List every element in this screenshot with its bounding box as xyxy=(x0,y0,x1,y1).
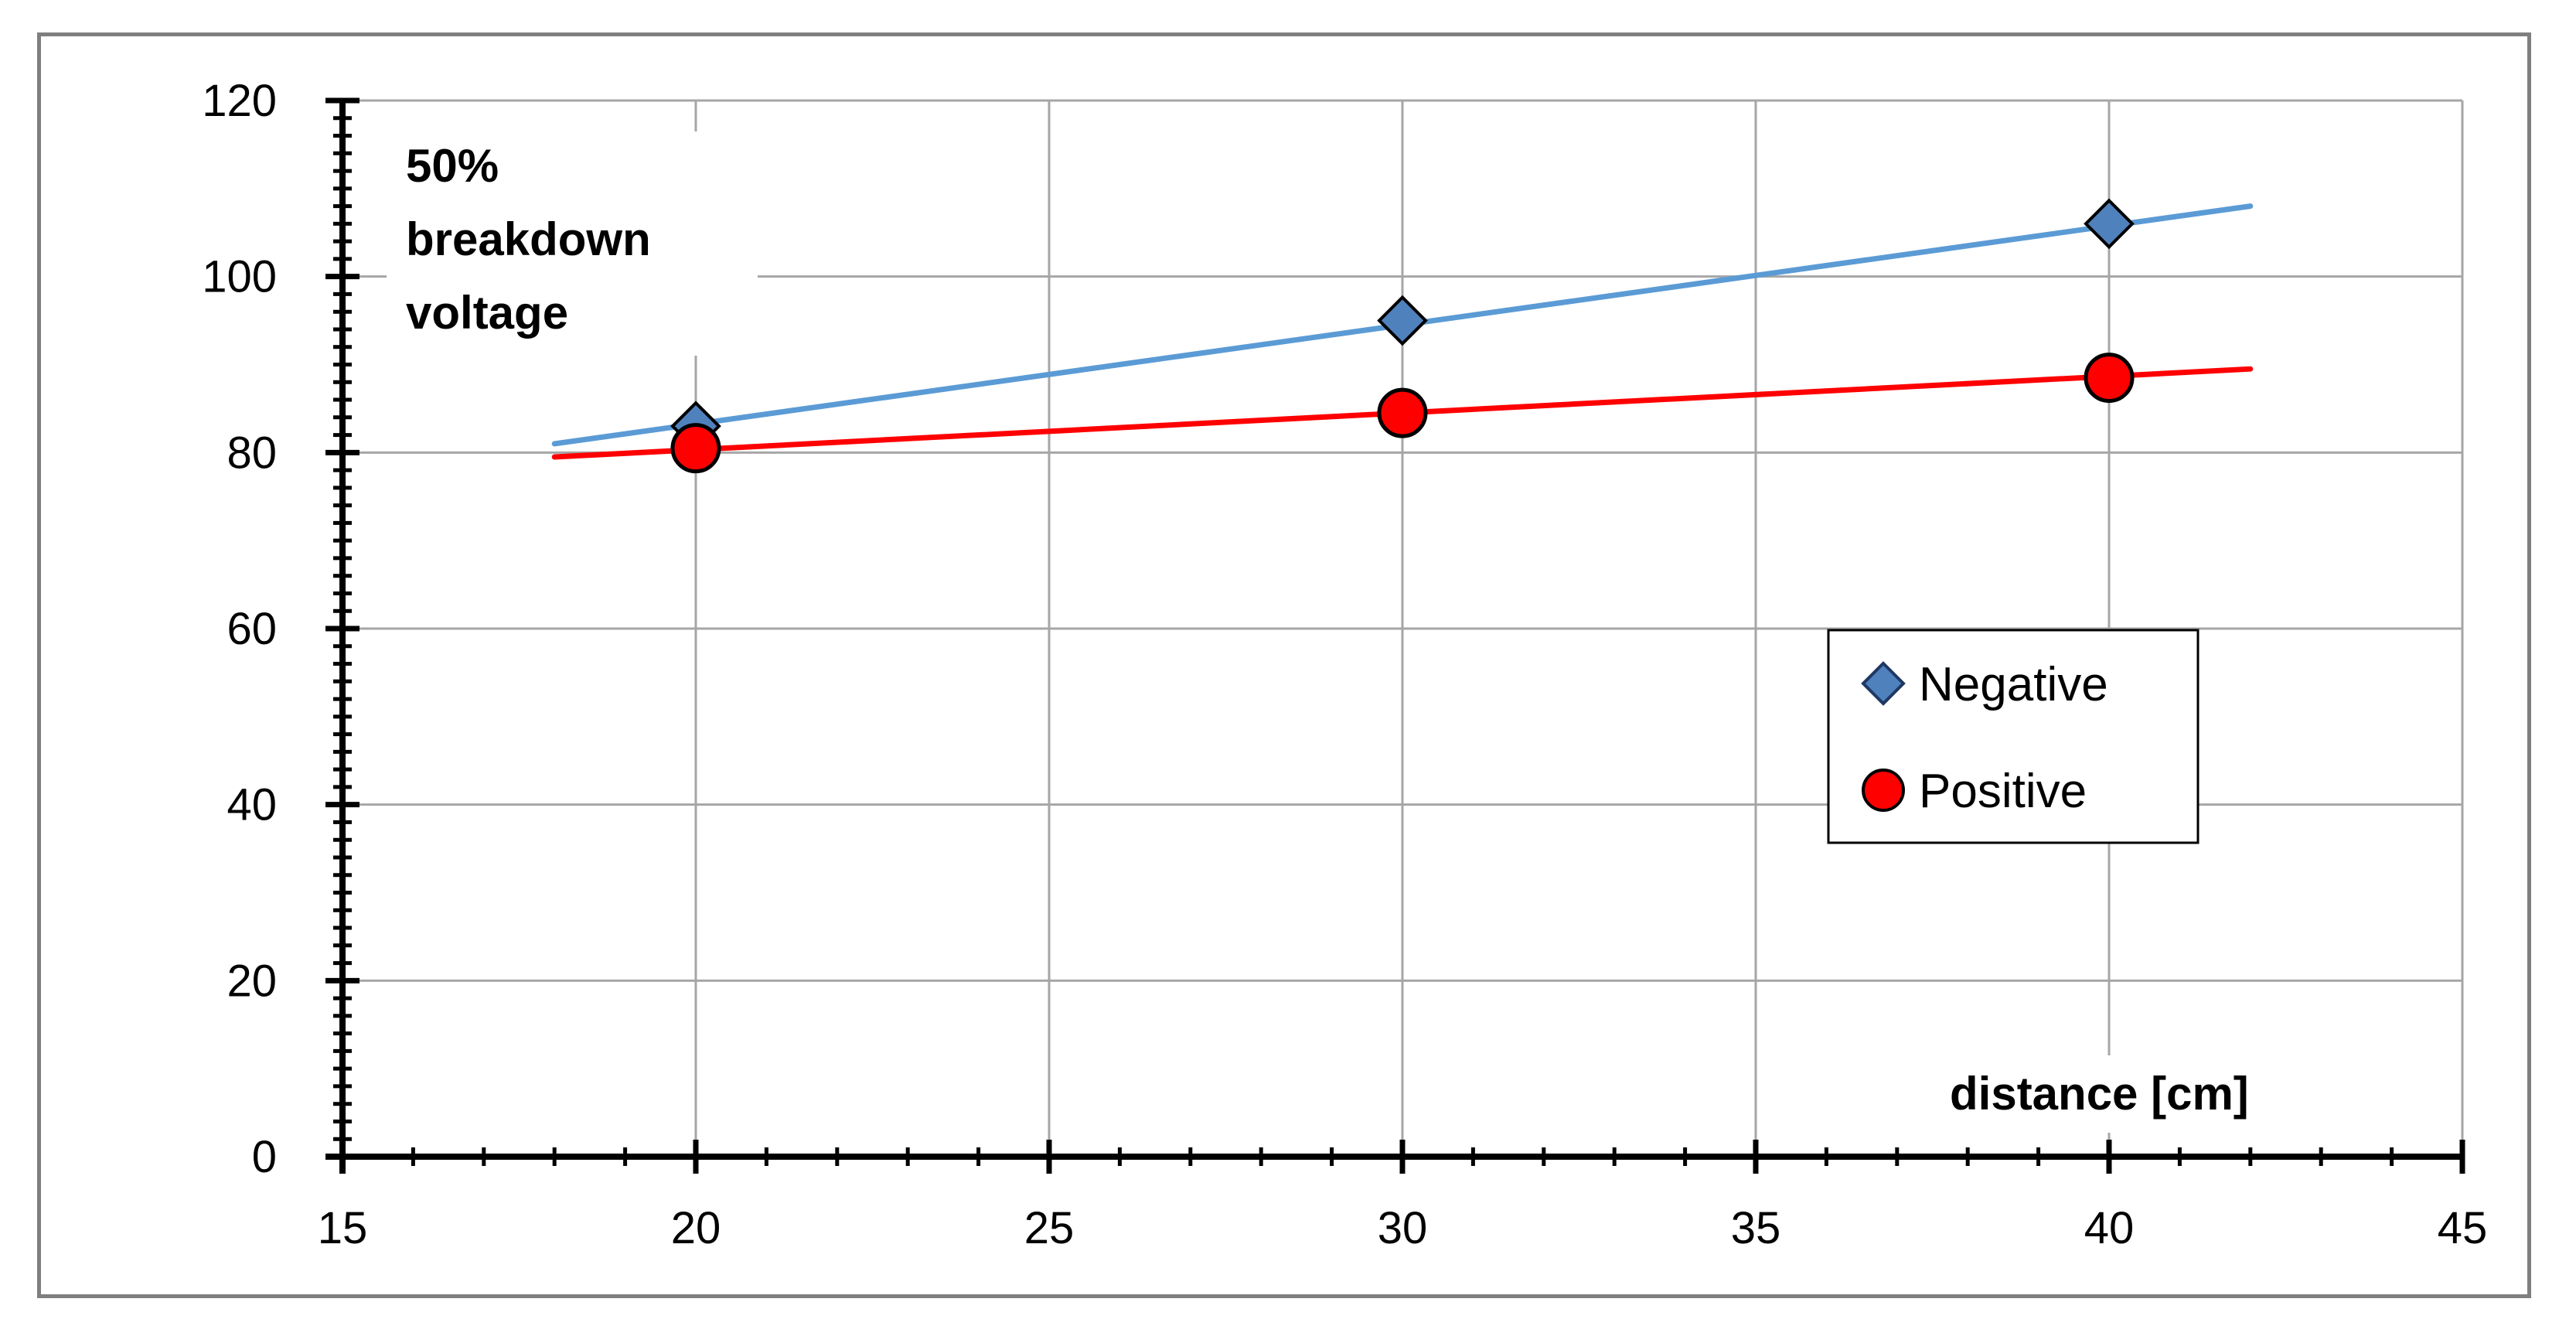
legend: Negative Positive xyxy=(1827,629,2199,844)
x-tick-label: 30 xyxy=(1378,1203,1428,1253)
y-tick-label: 120 xyxy=(202,76,277,126)
series xyxy=(551,198,2254,474)
x-tick-label: 40 xyxy=(2084,1203,2135,1253)
y-tick-label: 60 xyxy=(227,604,277,654)
y-tick-label: 40 xyxy=(227,780,277,830)
y-tick-label: 0 xyxy=(252,1132,277,1182)
axes xyxy=(325,97,2465,1174)
x-axis-label: distance [cm] xyxy=(1950,1068,2249,1120)
tick-labels: 0 20 40 60 80 100 120 15 20 25 30 35 40 45 xyxy=(202,76,2487,1253)
positive-point xyxy=(1377,387,1428,438)
annotation-line-2: breakdown xyxy=(406,213,651,265)
annotation-line-1: 50% xyxy=(406,140,499,192)
x-tick-label: 35 xyxy=(1731,1203,1781,1253)
legend-negative-diamond-icon xyxy=(1861,661,1906,706)
y-tick-label: 80 xyxy=(227,428,277,478)
x-tick-label: 20 xyxy=(671,1203,721,1253)
x-tick-label: 45 xyxy=(2438,1203,2488,1253)
positive-point xyxy=(2084,353,2135,404)
y-tick-label: 100 xyxy=(202,252,277,302)
annotation-background xyxy=(387,131,758,356)
positive-point xyxy=(670,423,721,474)
negative-point xyxy=(2084,198,2135,250)
y-tick-label: 20 xyxy=(227,956,277,1006)
x-tick-label: 25 xyxy=(1024,1203,1075,1253)
x-tick-label: 15 xyxy=(318,1203,368,1253)
annotation-line-3: voltage xyxy=(406,287,568,339)
legend-label-positive: Positive xyxy=(1919,765,2087,818)
negative-point xyxy=(1377,295,1428,346)
x-axis-label-background xyxy=(1933,1055,2366,1133)
legend-positive-circle-icon xyxy=(1862,769,1905,812)
legend-label-negative: Negative xyxy=(1919,658,2108,711)
